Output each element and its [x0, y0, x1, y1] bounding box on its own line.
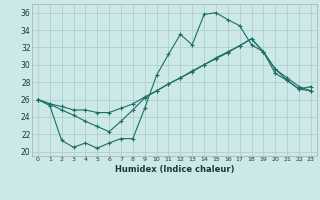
X-axis label: Humidex (Indice chaleur): Humidex (Indice chaleur)	[115, 165, 234, 174]
